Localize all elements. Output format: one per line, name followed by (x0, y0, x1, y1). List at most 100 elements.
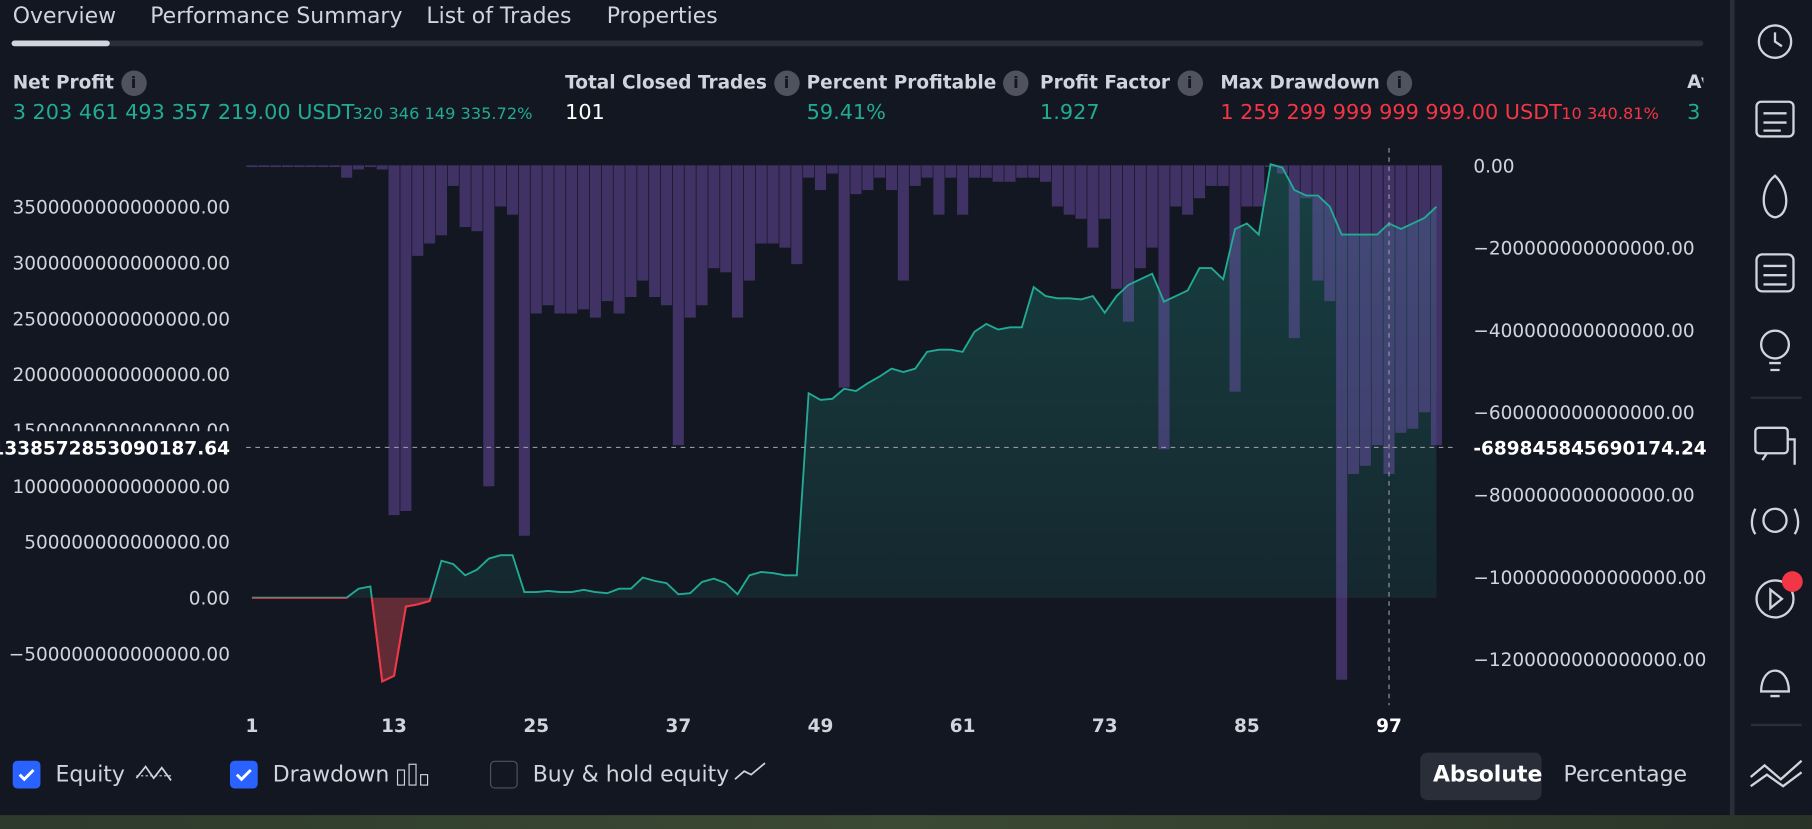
drawdown-bar (1122, 165, 1134, 322)
drawdown-bar (732, 165, 744, 318)
drawdown-bar (1087, 165, 1099, 248)
drawdown-bar (1158, 165, 1170, 450)
drawdown-bar (293, 165, 305, 168)
drawdown-bar (945, 165, 957, 178)
drawdown-bar (601, 165, 613, 302)
drawdown-bar (992, 165, 1004, 182)
icon-chat[interactable] (1754, 426, 1789, 455)
icon-hot[interactable] (1762, 174, 1788, 219)
x-tick-label: 73 (1092, 716, 1118, 737)
y2-tick-label: −800000000000000.00 (1473, 485, 1694, 506)
x-tick-label: 49 (808, 716, 834, 737)
equity-negative-area (371, 597, 431, 682)
stat-value: 1.927 (1040, 100, 1100, 125)
y-tick-label: 2000000000000000.00 (12, 365, 230, 386)
sidebar-border (1729, 0, 1735, 816)
checkbox[interactable] (229, 760, 258, 789)
info-icon[interactable]: i (120, 70, 147, 96)
buy-hold-icon (734, 762, 766, 780)
drawdown-bar (862, 165, 874, 191)
drawdown-bar (909, 165, 921, 186)
stat-label-text: Net Profit (12, 71, 114, 94)
icon-alert[interactable] (1759, 669, 1791, 698)
drawdown-bar (957, 165, 969, 215)
drawdown-bar (1004, 165, 1016, 182)
icon-replay[interactable] (1755, 579, 1795, 619)
drawdown-bar (660, 165, 673, 306)
drawdown-bar (447, 165, 459, 186)
drawdown-bar (1300, 165, 1312, 199)
crosshair-right-label: -689845845690174.24 (1473, 438, 1706, 459)
tab-track (11, 40, 1704, 47)
stat-label-text: Profit Factor (1040, 71, 1171, 94)
legend-label[interactable]: Drawdown (272, 761, 390, 788)
sidebar (1749, 24, 1803, 788)
drawdown-bar (589, 165, 601, 318)
drawdown-bar (803, 165, 815, 178)
legend-label[interactable]: Equity (55, 761, 125, 788)
icon-clock[interactable] (1757, 24, 1793, 59)
legend-label[interactable]: Buy & hold equity (532, 761, 730, 788)
icon-stream[interactable] (1762, 507, 1788, 534)
info-icon[interactable]: i (773, 70, 800, 96)
tab[interactable]: Performance Summary (150, 3, 403, 29)
drawdown-bar (1430, 165, 1442, 446)
drawdown-bar (352, 165, 365, 170)
drawdown-bar (388, 165, 400, 516)
drawdown-bar (518, 165, 530, 536)
icon-idea[interactable] (1759, 329, 1791, 360)
x-tick-label: 25 (523, 716, 549, 737)
drawdown-bar (1016, 165, 1028, 178)
button-active[interactable] (1420, 752, 1542, 801)
drawdown-bar (412, 165, 424, 256)
checkbox[interactable] (12, 760, 41, 789)
stat-value: 1 259 299 999 999 999.00 USDT (1220, 100, 1562, 125)
drawdown-bar (720, 165, 732, 273)
x-tick-label: 85 (1234, 716, 1260, 737)
drawdown-bar (649, 165, 661, 298)
x-tick-label: 97 (1376, 716, 1402, 737)
info-icon[interactable]: i (1386, 70, 1413, 96)
tab[interactable]: List of Trades (426, 3, 572, 29)
tab[interactable]: Properties (606, 3, 718, 29)
stat-label: Total Closed Trades i (565, 70, 800, 96)
drawdown-bar (566, 165, 578, 314)
y2-tick-label: −600000000000000.00 (1473, 403, 1694, 424)
drawdown-bar (1051, 165, 1063, 207)
drawdown-bar (1336, 165, 1348, 680)
drawdown-bar (424, 165, 436, 244)
button-label[interactable]: Percentage (1563, 761, 1688, 788)
icon-chart[interactable] (1749, 759, 1803, 788)
drawdown-bar (1229, 165, 1241, 392)
drawdown-bar (341, 165, 353, 178)
stat-value: 3 203 461 493 357 219.00 USDT (12, 100, 355, 125)
tab-indicator (11, 40, 110, 47)
tab[interactable]: Overview (12, 3, 117, 29)
y-tick-label: 3000000000000000.00 (12, 253, 230, 274)
drawdown-bar (1063, 165, 1075, 215)
checkbox[interactable] (489, 760, 518, 789)
drawdown-bar (826, 165, 838, 174)
x-tick-label: 1 (245, 716, 258, 737)
drawdown-bar (684, 165, 696, 318)
icon-calendar[interactable] (1755, 253, 1795, 293)
check (235, 769, 252, 782)
button-label[interactable]: Absolute (1432, 761, 1543, 788)
x-tick-label: 13 (381, 716, 407, 737)
drawdown-bar (364, 165, 376, 168)
info-icon[interactable]: i (1003, 70, 1029, 96)
drawdown-bar (1099, 165, 1111, 219)
notification-dot (1781, 571, 1803, 592)
drawdown-bar (1407, 165, 1419, 429)
drawdown-bar (743, 165, 755, 281)
drawdown-bar (1170, 165, 1182, 207)
drawdown-bar (1312, 165, 1324, 281)
drawdown-bar (1359, 165, 1371, 466)
drawdown-bar (755, 165, 767, 244)
drawdown-bar (1205, 165, 1217, 186)
drawdown-bar (933, 165, 945, 215)
stat-label: Profit Factor i (1040, 70, 1203, 96)
info-icon[interactable]: i (1176, 70, 1203, 96)
drawdown-bar (968, 165, 981, 178)
icon-watchlist[interactable] (1755, 100, 1795, 138)
